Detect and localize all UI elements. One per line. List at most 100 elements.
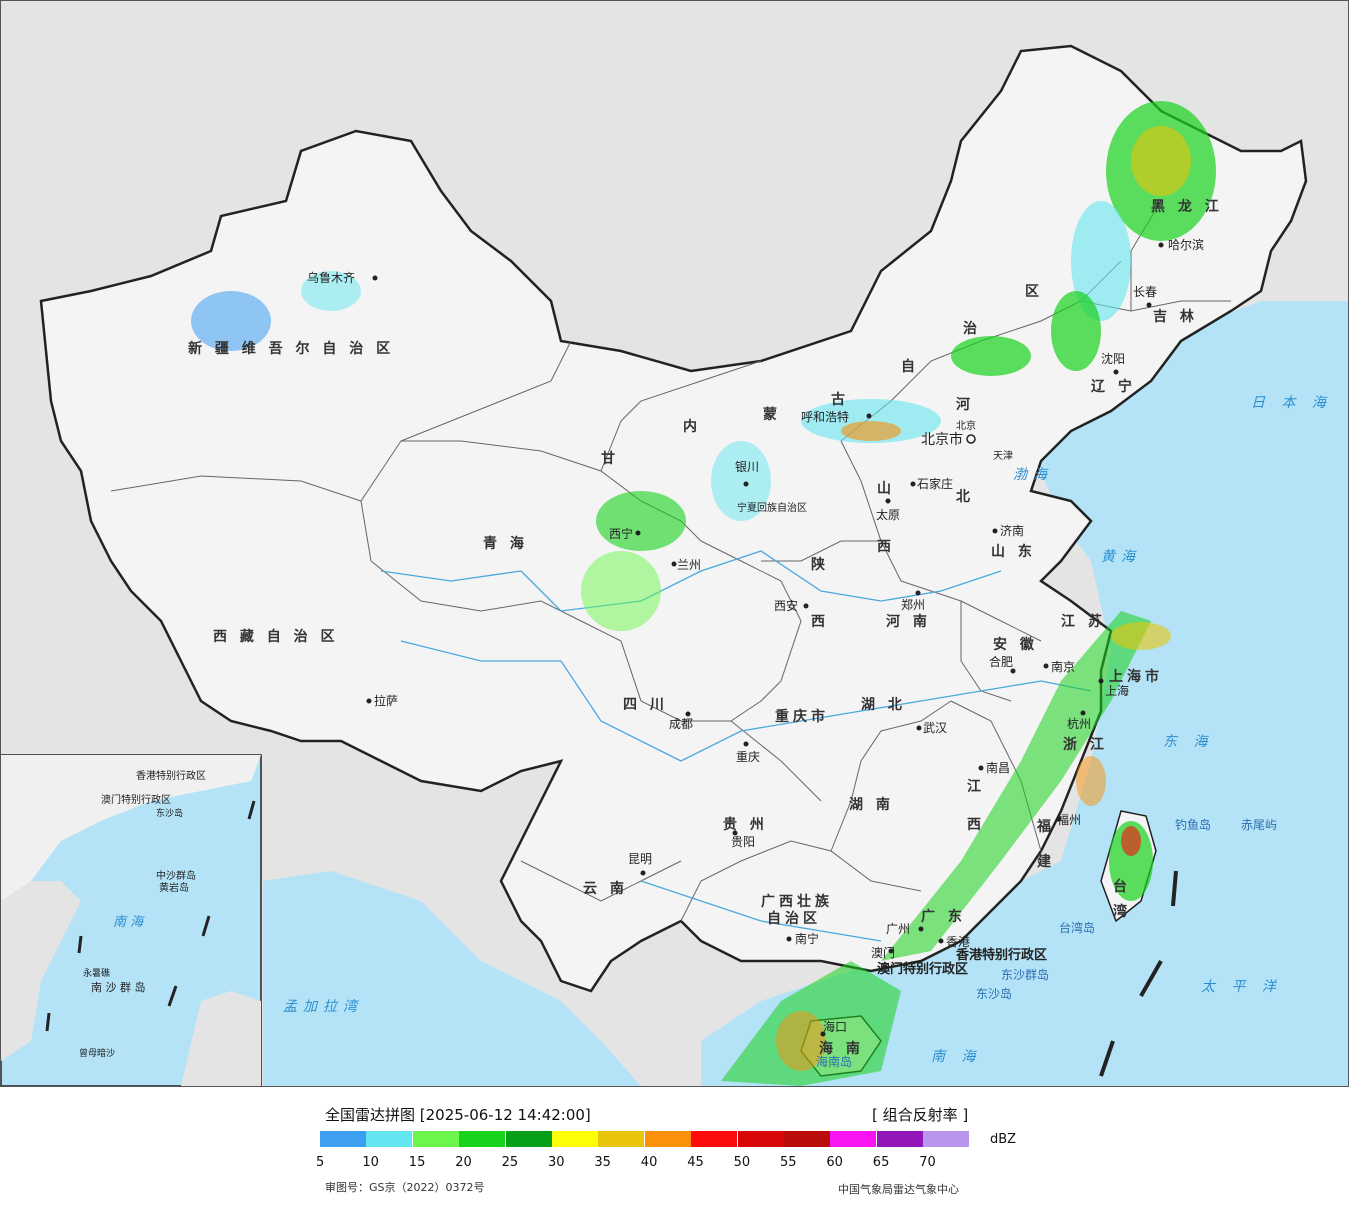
province-label-taiwan-2: 湾 [1113, 903, 1131, 920]
bay-of-bengal [263, 871, 641, 1086]
inset-label-zhongsha: 中沙群岛 [156, 869, 196, 882]
color-swatch [320, 1131, 366, 1147]
color-swatch [830, 1131, 877, 1147]
city-label-diaoyu: 钓鱼岛 [1175, 817, 1211, 832]
province-label-hubei: 湖 北 [861, 697, 906, 713]
city-label-yinchuan: 银川 [735, 460, 759, 474]
city-label-fuzhou: 福州 [1057, 812, 1081, 827]
city-label-lanzhou: 兰州 [677, 558, 701, 572]
province-label-neimenggu-1: 内 [683, 418, 701, 435]
city-label-shanghai: 上海 [1105, 683, 1129, 698]
province-label-shaanxi-2: 西 [811, 614, 829, 630]
province-label-jiangxi-1: 江 [967, 778, 985, 795]
south-china-sea-inset [0, 754, 262, 1087]
province-label-shanghai: 上海市 [1109, 668, 1163, 685]
province-label-fujian-2: 建 [1037, 853, 1055, 870]
scale-tick-label: 70 [919, 1155, 936, 1170]
city-label-changchun: 长春 [1133, 285, 1157, 299]
scale-tick-label: 45 [687, 1155, 704, 1170]
city-label-taiwan-island: 台湾岛 [1059, 920, 1095, 935]
province-label-xizang: 西 藏 自 治 区 [213, 628, 339, 645]
city-label-dongsha-island: 东沙岛 [976, 986, 1012, 1001]
province-label-neimenggu-4: 自 [901, 358, 919, 375]
sea-label-yellow: 黄海 [1101, 549, 1141, 565]
legend-title: 全国雷达拼图 [2025-06-12 14:42:00] [325, 1106, 591, 1124]
city-label-chongqing: 重庆 [736, 750, 760, 764]
city-label-xian: 西安 [774, 598, 798, 613]
color-swatch [459, 1131, 506, 1147]
province-label-hebei-1: 河 [956, 396, 974, 413]
legend-unit: dBZ [990, 1132, 1017, 1147]
province-label-zhejiang: 浙 江 [1063, 736, 1108, 753]
inset-label-huangyan: 黄岩岛 [159, 881, 189, 894]
province-label-xinjiang: 新 疆 维 吾 尔 自 治 区 [188, 340, 394, 357]
legend-product: [ 组合反射率 ] [872, 1106, 969, 1124]
province-label-guangxi-1: 广西壮族 [761, 893, 833, 910]
color-swatch [412, 1131, 459, 1147]
province-label-shandong: 山 东 [991, 543, 1036, 560]
scale-tick-label: 15 [408, 1155, 426, 1170]
color-swatch [366, 1131, 413, 1147]
legend-panel: 全国雷达拼图 [2025-06-12 14:42:00] [ 组合反射率 ] d… [0, 1087, 1349, 1208]
sea-label-south: 南 海 [931, 1049, 981, 1065]
province-label-heilongjiang: 黑 龙 江 [1151, 198, 1223, 215]
city-label-beijing: 北京市 [921, 431, 963, 448]
approval-number: 审图号：GS京（2022）0372号 [325, 1181, 485, 1194]
city-label-haikou: 海口 [823, 1019, 847, 1034]
rivers [380, 550, 1092, 942]
city-label-shenyang: 沈阳 [1101, 351, 1125, 366]
city-label-nanjing: 南京 [1051, 659, 1075, 674]
province-label-guangdong: 广 东 [921, 908, 966, 925]
sea-label-pacific: 太 平 洋 [1201, 979, 1282, 995]
color-swatch [784, 1131, 830, 1147]
city-label-taiyuan: 太原 [876, 507, 900, 522]
province-label-tianjin: 天津 [993, 450, 1013, 462]
province-label-sichuan: 四 川 [623, 697, 668, 713]
province-label-jiangxi-2: 西 [967, 817, 985, 833]
province-label-liaoning: 辽 宁 [1091, 378, 1136, 395]
province-label-shanxi-1: 山 [877, 481, 895, 497]
province-label-yunnan: 云 南 [583, 880, 628, 897]
city-label-xining: 西宁 [609, 526, 633, 541]
province-label-ningxia: 宁夏回族自治区 [737, 501, 807, 514]
radar-map[interactable]: 新 疆 维 吾 尔 自 治 区 西 藏 自 治 区 青 海 甘 内 蒙 古 自 … [0, 0, 1349, 1087]
province-label-hainan: 海 南 [819, 1040, 864, 1057]
city-label-nanchang: 南昌 [986, 760, 1010, 775]
province-label-guizhou: 贵 州 [723, 816, 768, 833]
province-label-neimenggu-3: 古 [831, 391, 849, 408]
city-dots [366, 242, 1164, 1037]
scale-tick-label: 35 [594, 1155, 611, 1170]
color-swatch [598, 1131, 645, 1147]
province-label-gansu: 甘 [601, 450, 619, 467]
source-credit: 中国气象局雷达气象中心 [838, 1183, 959, 1196]
province-label-taiwan-1: 台 [1113, 878, 1131, 895]
province-label-neimenggu-5: 治 [963, 320, 981, 337]
color-swatch [505, 1131, 552, 1147]
color-swatch [923, 1131, 970, 1147]
inset-label-nansha: 南 沙 群 岛 [91, 980, 146, 994]
city-label-hohhot: 呼和浩特 [801, 409, 849, 424]
province-label-chongqing: 重庆市 [775, 708, 829, 725]
province-label-hebei-2: 北 [956, 489, 974, 505]
city-label-guangzhou: 广州 [886, 922, 910, 936]
province-label-guangxi-2: 自治区 [767, 910, 821, 927]
sea-label-japan: 日 本 海 [1251, 395, 1332, 411]
scale-tick-label: 10 [362, 1155, 379, 1170]
inset-label-south-sea: 南 海 [113, 915, 145, 930]
color-swatch [737, 1131, 784, 1147]
inset-label-hongkong: 香港特别行政区 [136, 769, 206, 782]
province-label-fujian-1: 福 [1036, 818, 1055, 835]
province-label-neimenggu-2: 蒙 [763, 406, 781, 423]
province-label-hunan: 湖 南 [849, 796, 894, 813]
color-swatch [876, 1131, 923, 1147]
city-label-chengdu: 成都 [669, 717, 693, 731]
city-label-jinan: 济南 [1000, 523, 1024, 538]
city-label-zhengzhou: 郑州 [901, 597, 925, 612]
city-label-dongsha: 东沙群岛 [1001, 967, 1049, 982]
scale-tick-label: 20 [455, 1155, 472, 1170]
province-label-jilin: 吉 林 [1153, 308, 1198, 325]
province-label-shaanxi-1: 陕 [811, 556, 829, 573]
province-label-macau: 澳门特别行政区 [877, 961, 968, 977]
scale-tick-label: 55 [780, 1155, 797, 1170]
sea-area [701, 301, 1348, 1086]
